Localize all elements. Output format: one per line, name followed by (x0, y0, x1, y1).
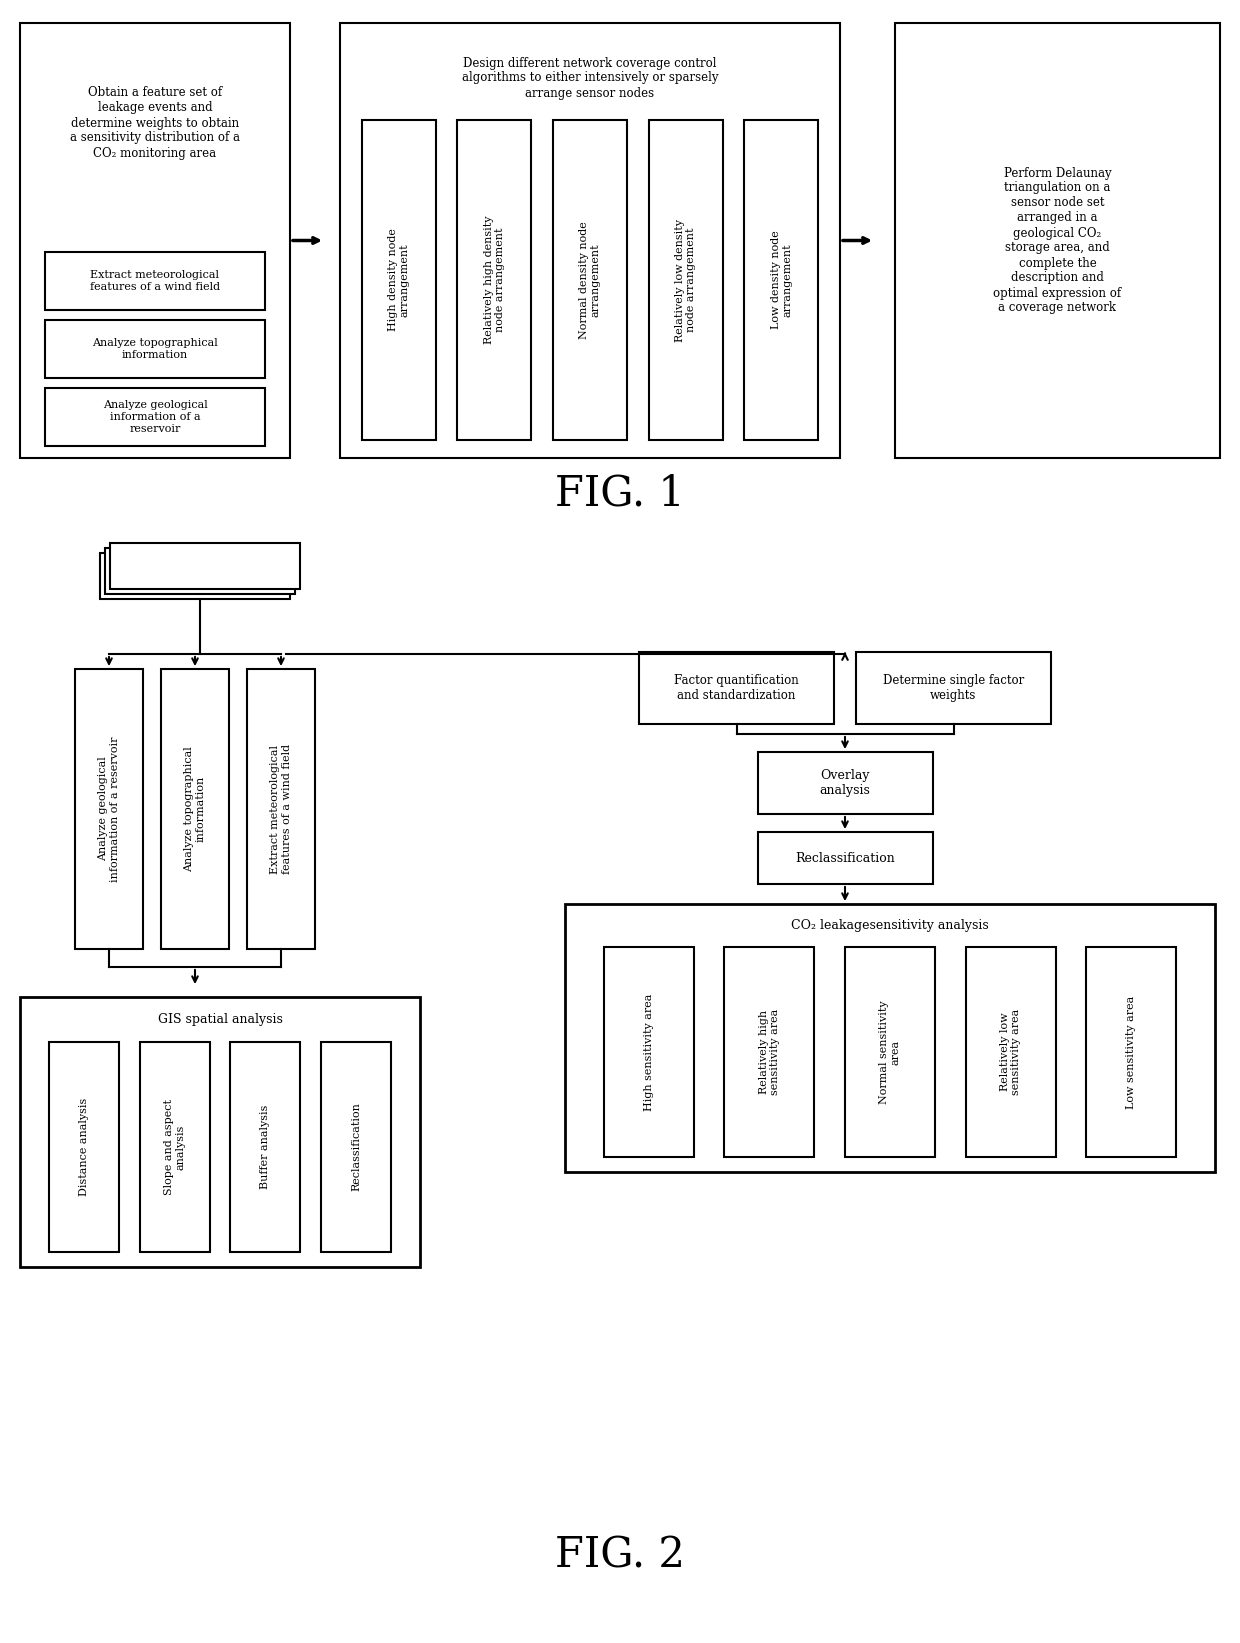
Bar (649, 120, 723, 440)
Bar (48, 1042, 119, 1252)
Bar (100, 554, 290, 600)
Bar (20, 23, 290, 458)
Bar (1086, 946, 1177, 1157)
Text: Normal sensitivity
area: Normal sensitivity area (879, 1001, 900, 1104)
Bar (105, 549, 295, 595)
Bar (247, 669, 315, 950)
Text: Reclassification: Reclassification (795, 851, 895, 864)
Bar (340, 23, 839, 458)
Text: Relatively high density
node arrangement: Relatively high density node arrangement (484, 215, 505, 345)
Text: Relatively low
sensitivity area: Relatively low sensitivity area (999, 1009, 1022, 1096)
Text: CO₂ leakagesensitivity analysis: CO₂ leakagesensitivity analysis (791, 920, 988, 933)
Text: FIG. 1: FIG. 1 (556, 472, 684, 514)
Bar (20, 997, 420, 1267)
Text: Determine single factor
weights: Determine single factor weights (883, 674, 1024, 702)
Bar (161, 669, 229, 950)
Text: Obtain a feature set of
leakage events and
determine weights to obtain
a sensiti: Obtain a feature set of leakage events a… (69, 87, 241, 159)
Text: Normal density node
arrangement: Normal density node arrangement (579, 222, 601, 338)
Text: Reclassification: Reclassification (351, 1102, 361, 1191)
Text: Relatively high
sensitivity area: Relatively high sensitivity area (759, 1009, 780, 1096)
Bar (744, 120, 818, 440)
Text: Analyze geological
information of a reservoir: Analyze geological information of a rese… (98, 736, 120, 882)
Bar (553, 120, 627, 440)
Text: Slope and aspect
analysis: Slope and aspect analysis (164, 1099, 186, 1194)
Text: Perform Delaunay
triangulation on a
sensor node set
arranged in a
geological CO₂: Perform Delaunay triangulation on a sens… (993, 166, 1121, 314)
Text: Buffer analysis: Buffer analysis (260, 1104, 270, 1190)
Text: Analyze topographical
information: Analyze topographical information (185, 746, 206, 872)
Text: High density node
arrangement: High density node arrangement (388, 228, 409, 332)
Bar (639, 652, 835, 725)
Bar (231, 1042, 300, 1252)
Bar (362, 120, 435, 440)
Text: Analyze topographical
information: Analyze topographical information (92, 338, 218, 360)
Bar (758, 831, 932, 884)
Text: Factor quantification
and standardization: Factor quantification and standardizatio… (675, 674, 799, 702)
Text: Overlay
analysis: Overlay analysis (820, 769, 870, 797)
Bar (458, 120, 531, 440)
Bar (724, 946, 815, 1157)
Text: Design different network coverage control
algorithms to either intensively or sp: Design different network coverage contro… (461, 56, 718, 100)
Bar (321, 1042, 391, 1252)
Bar (140, 1042, 210, 1252)
Bar (844, 946, 935, 1157)
Bar (565, 904, 1215, 1171)
Text: Low sensitivity area: Low sensitivity area (1126, 996, 1136, 1109)
Text: Analyze geological
information of a
reservoir: Analyze geological information of a rese… (103, 401, 207, 434)
Bar (45, 251, 265, 311)
Text: FIG. 2: FIG. 2 (556, 1535, 684, 1576)
Bar (45, 388, 265, 445)
Bar (966, 946, 1055, 1157)
Text: Data collection: Data collection (153, 565, 248, 577)
Bar (45, 320, 265, 378)
Bar (604, 946, 693, 1157)
Text: Relatively low density
node arrangement: Relatively low density node arrangement (675, 219, 697, 342)
Bar (74, 669, 143, 950)
Bar (110, 542, 300, 588)
Bar (856, 652, 1052, 725)
Text: High sensitivity area: High sensitivity area (644, 994, 653, 1111)
Text: Extract meteorological
features of a wind field: Extract meteorological features of a win… (270, 744, 291, 874)
Text: Distance analysis: Distance analysis (79, 1098, 89, 1196)
Text: GIS spatial analysis: GIS spatial analysis (157, 1012, 283, 1025)
Bar (895, 23, 1220, 458)
Text: Low density node
arrangement: Low density node arrangement (770, 230, 792, 329)
Bar (758, 752, 932, 813)
Text: Extract meteorological
features of a wind field: Extract meteorological features of a win… (91, 269, 219, 292)
